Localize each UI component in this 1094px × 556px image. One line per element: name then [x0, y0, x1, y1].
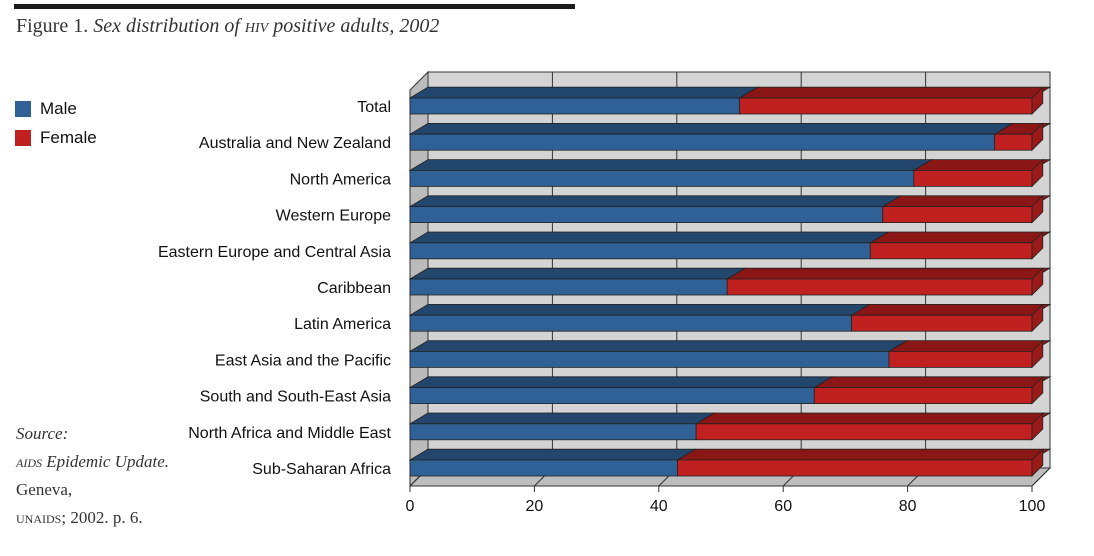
x-tick-label-60: 60	[774, 498, 792, 515]
bar-female-top	[850, 303, 1052, 316]
category-label: Australia and New Zealand	[199, 135, 391, 152]
bar-male-top	[408, 376, 834, 389]
bar-male	[409, 314, 853, 332]
source-citation: unaids; 2002. p. 6.	[16, 508, 143, 527]
bar-female	[869, 242, 1033, 260]
bar-male	[409, 242, 871, 260]
figure-title: Figure 1. Sex distribution of hiv positi…	[16, 15, 440, 37]
floor-gridline-100	[1031, 467, 1051, 487]
bar-female-top	[887, 340, 1052, 352]
bar-female-top	[694, 412, 1052, 425]
bar-female-top	[812, 376, 1052, 389]
bar-female	[913, 169, 1033, 187]
bar-end-face	[1031, 339, 1044, 369]
bar-end-face	[1031, 267, 1044, 296]
category-label: Latin America	[294, 316, 391, 333]
bar-end-face	[1031, 303, 1044, 333]
category-label: North America	[290, 171, 391, 188]
bar-male	[409, 423, 697, 441]
bar-female	[813, 387, 1033, 405]
bar-end-face	[1031, 158, 1044, 188]
bar-female-top	[738, 86, 1052, 99]
x-tick-label-40: 40	[650, 498, 668, 515]
bar-female	[851, 314, 1033, 332]
bar-male-top	[408, 303, 872, 316]
bar-end-face	[1031, 231, 1044, 260]
category-label: Eastern Europe and Central Asia	[158, 244, 391, 261]
source-place: Geneva,	[16, 480, 73, 499]
legend-item-male: Male	[15, 94, 97, 123]
category-label: North Africa and Middle East	[188, 425, 391, 442]
male-label: Male	[40, 98, 77, 118]
bar-male	[409, 387, 815, 405]
x-tick-label-0: 0	[406, 498, 415, 515]
female-swatch	[15, 129, 31, 146]
female-label: Female	[40, 127, 97, 147]
bar-male-top	[408, 159, 934, 171]
bar-female	[882, 206, 1033, 224]
category-label: Total	[357, 99, 391, 116]
category-label: East Asia and the Pacific	[215, 352, 391, 369]
category-label: South and South-East Asia	[200, 389, 391, 406]
bar-male-top	[408, 231, 890, 244]
bar-end-face	[1031, 86, 1044, 115]
bar-end-face	[1031, 412, 1044, 441]
bar-male-top	[408, 267, 747, 280]
bar-male-top	[408, 86, 760, 99]
bar-male	[409, 169, 915, 187]
source-publication: aids Epidemic Update.	[16, 452, 169, 471]
category-label: Sub-Saharan Africa	[252, 461, 391, 478]
bar-male	[409, 459, 678, 477]
bar-end-face	[1031, 375, 1044, 405]
top-rule	[14, 4, 575, 9]
bar-male-top	[408, 195, 903, 208]
bar-female-top	[868, 231, 1052, 244]
bar-end-face	[1031, 448, 1044, 477]
bar-female	[677, 459, 1033, 477]
bar-female	[994, 133, 1033, 151]
bar-end-face	[1031, 122, 1044, 152]
bar-male-top	[408, 448, 697, 461]
bar-male	[409, 278, 728, 296]
bar-female	[695, 423, 1033, 441]
bar-female-top	[912, 159, 1052, 171]
bar-male	[409, 206, 884, 224]
bar-female-top	[881, 195, 1052, 208]
bar-female-top	[676, 448, 1052, 461]
bar-male	[409, 350, 890, 368]
bar-male-top	[408, 123, 1015, 135]
legend-item-female: Female	[15, 123, 97, 152]
bar-male	[409, 97, 741, 115]
source-note: Source: aids Epidemic Update. Geneva, un…	[16, 420, 186, 532]
category-label: Caribbean	[317, 280, 391, 297]
bar-female	[726, 278, 1033, 296]
x-tick-label-100: 100	[1019, 498, 1046, 515]
bar-end-face	[1031, 194, 1044, 224]
bar-female	[888, 350, 1033, 368]
category-label: Western Europe	[276, 208, 391, 225]
x-tick-label-80: 80	[899, 498, 917, 515]
bar-female-top	[725, 267, 1052, 280]
x-tick-label-20: 20	[526, 498, 544, 515]
bar-female	[739, 97, 1033, 115]
bar-male	[409, 133, 996, 151]
legend: Male Female	[15, 94, 97, 152]
source-label: Source:	[16, 424, 69, 443]
bar-male-top	[408, 340, 909, 352]
male-swatch	[15, 100, 31, 117]
bar-male-top	[408, 412, 716, 425]
